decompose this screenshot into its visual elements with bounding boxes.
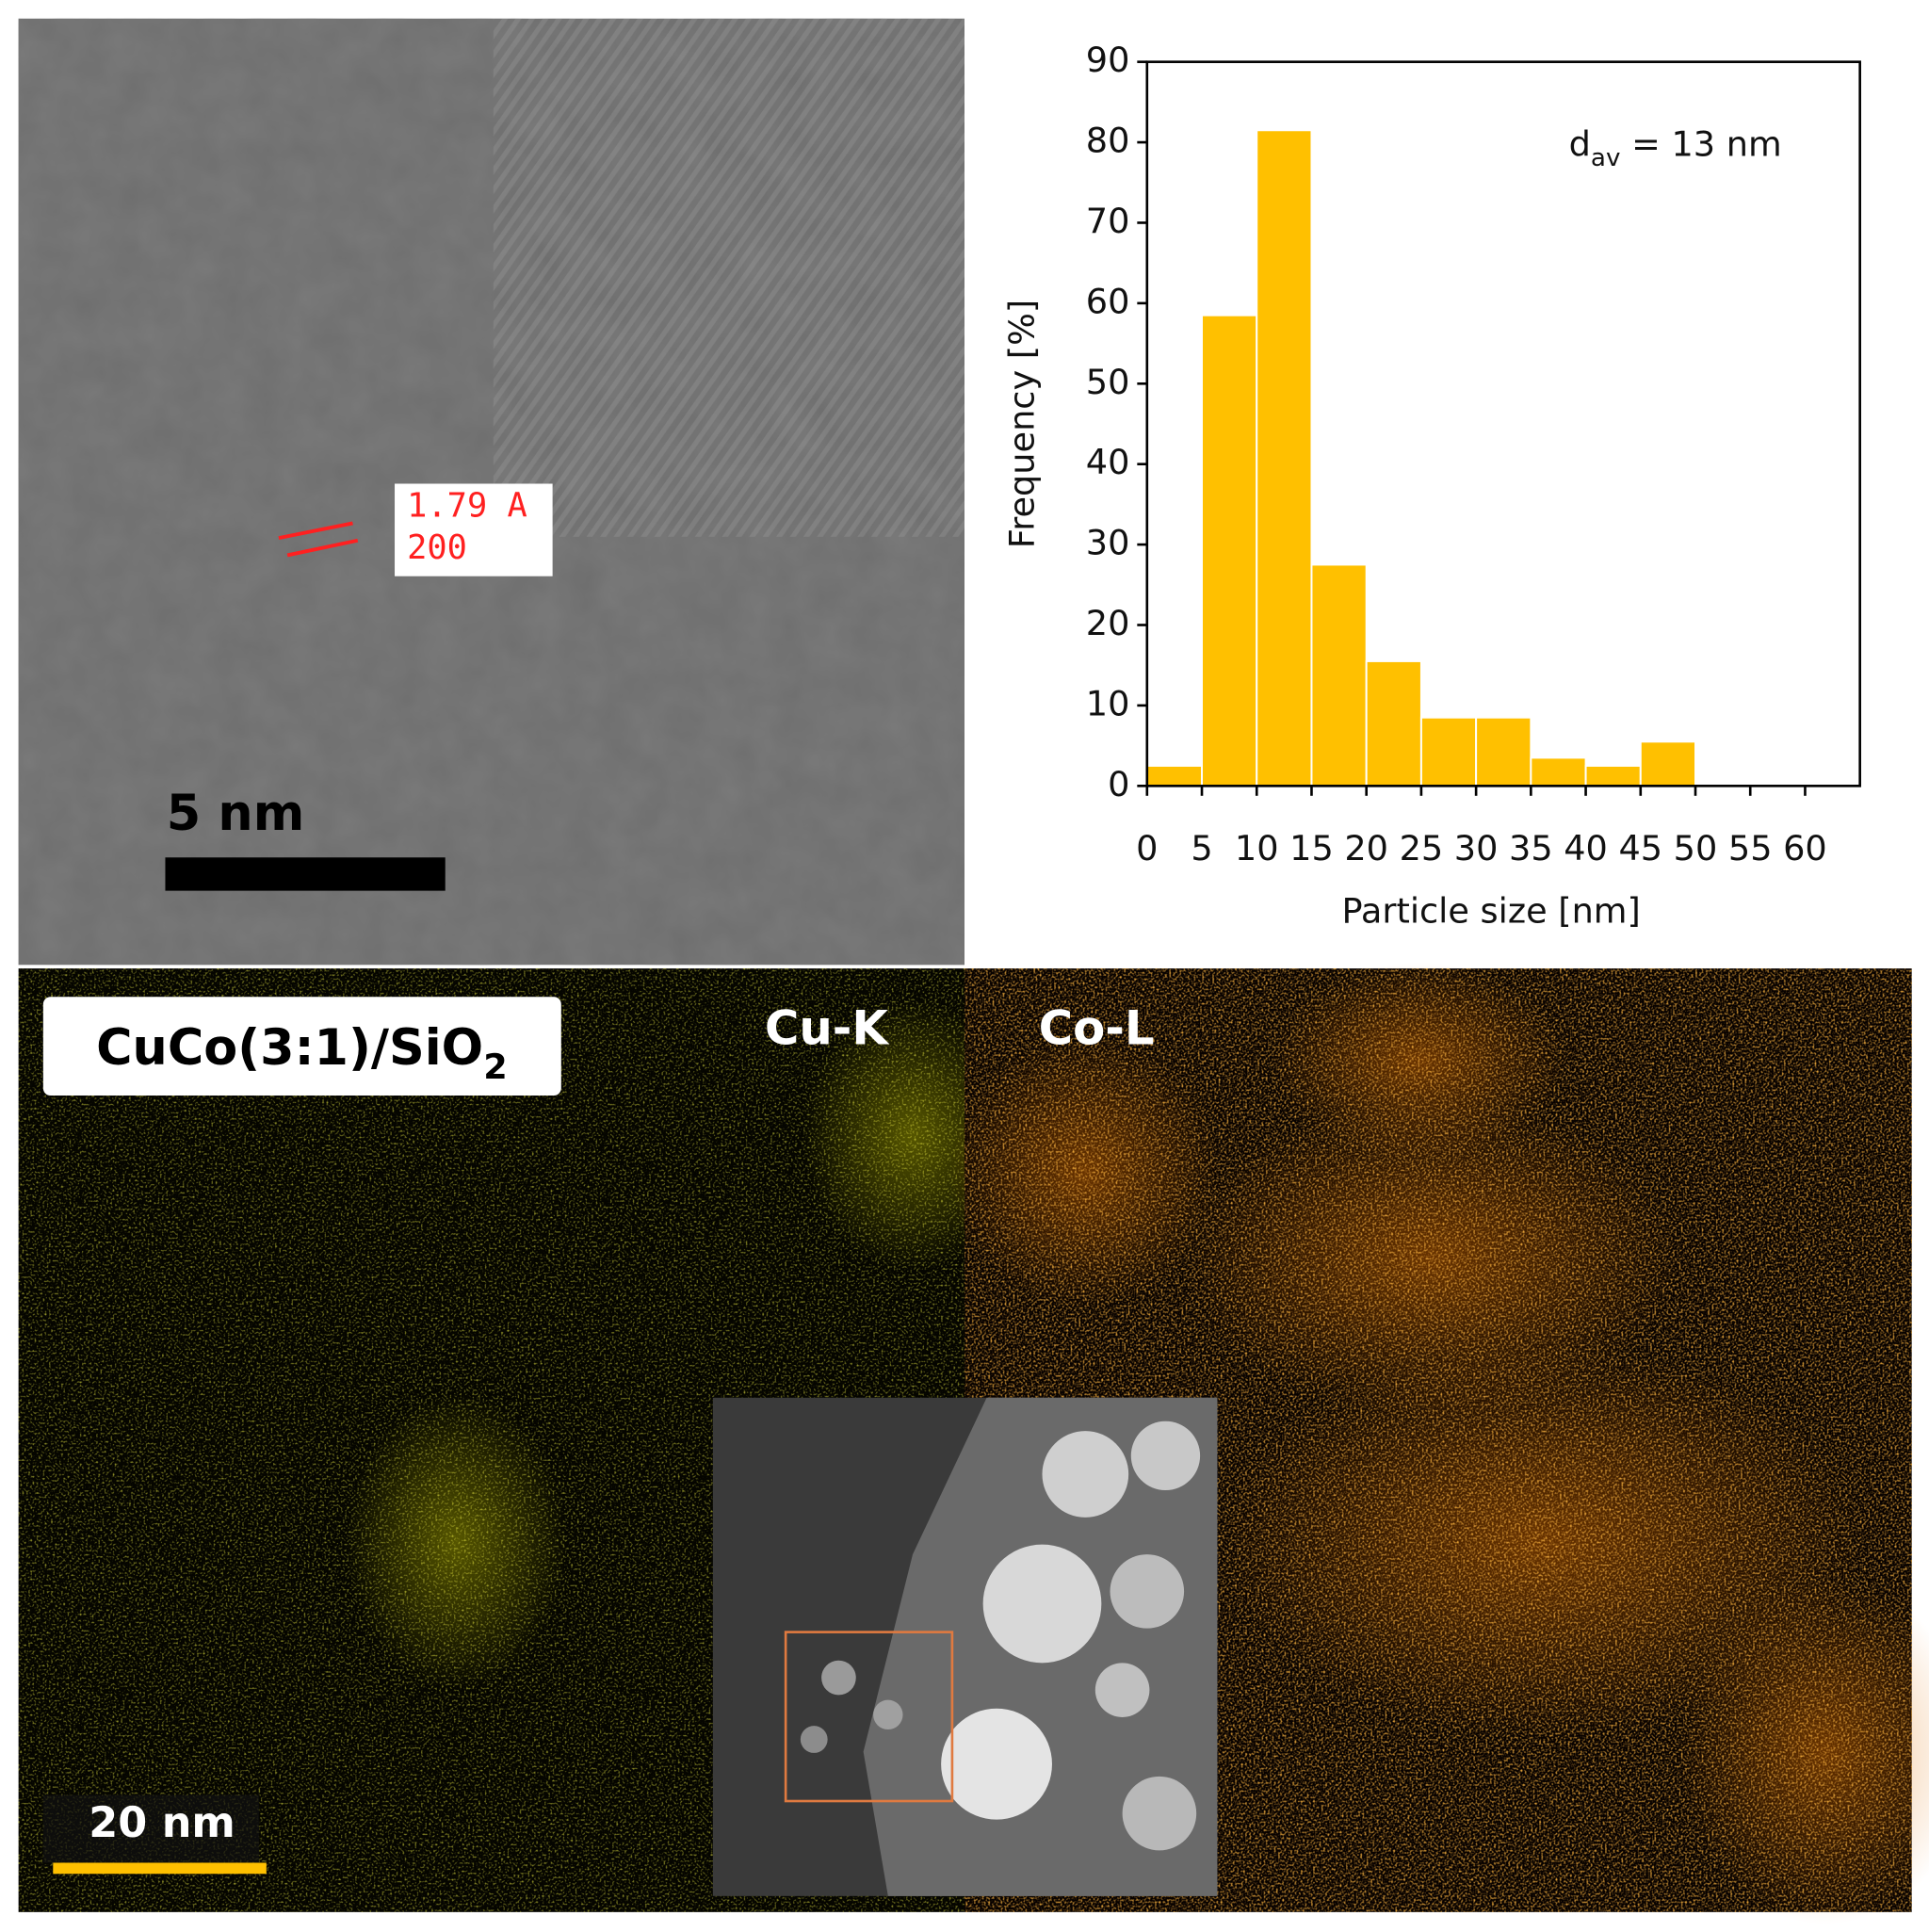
bar (1530, 756, 1587, 787)
inset-particle (941, 1708, 1052, 1820)
annotation: dav = 13 nm (1569, 123, 1782, 171)
annotation-rest: = 13 nm (1620, 123, 1781, 164)
sample-label: CuCo(3:1)/SiO2 (96, 1019, 508, 1087)
y-tick-label: 90 (1086, 40, 1130, 80)
x-tick-label: 0 (1136, 828, 1158, 869)
y-tick-label: 70 (1086, 201, 1130, 241)
y-tick-label: 20 (1086, 603, 1130, 643)
y-tick-label: 10 (1086, 683, 1130, 723)
annotation-main: d (1569, 123, 1591, 164)
scale-bar (165, 857, 446, 891)
inset-particle (1110, 1554, 1185, 1629)
x-tick-label: 20 (1344, 828, 1388, 869)
y-tick-label: 50 (1086, 362, 1130, 402)
haadf-inset (712, 1397, 1218, 1896)
lattice-line (278, 521, 353, 541)
scale-bar-label: 5 nm (167, 785, 305, 842)
inset-particle (1042, 1431, 1129, 1518)
inset-particle (800, 1726, 828, 1753)
x-tick-label: 30 (1454, 828, 1499, 869)
scale-label-box (42, 1794, 259, 1863)
y-tick-label: 30 (1086, 523, 1130, 563)
y-tick-label: 80 (1086, 121, 1130, 161)
lattice-line (286, 538, 359, 558)
x-tick-label: 15 (1289, 828, 1334, 869)
x-tick-label: 60 (1783, 828, 1827, 869)
y-tick-label: 60 (1086, 281, 1130, 321)
inset-particle (1130, 1421, 1201, 1491)
cu-label: Cu-K (765, 1000, 891, 1055)
lattice-spacing: 1.79 A (407, 486, 527, 525)
y-axis-label: Frequency [%] (1001, 300, 1042, 548)
bar (1145, 764, 1204, 787)
tem-image: 1.79 A 200 5 nm (18, 18, 964, 966)
inset-particle (1094, 1663, 1150, 1717)
annotation-sub: av (1591, 143, 1621, 171)
x-tick-label: 45 (1618, 828, 1662, 869)
inset-roi (784, 1631, 954, 1803)
y-tick-label: 40 (1086, 442, 1130, 482)
sample-box (42, 997, 561, 1096)
bar (1475, 716, 1532, 787)
bar (1584, 764, 1642, 787)
label-box (395, 483, 553, 576)
bar (1365, 659, 1422, 787)
tem-fringes (493, 18, 964, 537)
bar (1419, 716, 1478, 787)
scale-bar (53, 1862, 267, 1875)
plot-frame (1145, 60, 1861, 787)
inset-particle (821, 1660, 856, 1696)
sample-main: CuCo(3:1)/SiO (96, 1019, 483, 1077)
scale-bar-label: 20 nm (89, 1799, 235, 1847)
x-tick-label: 35 (1509, 828, 1553, 869)
x-tick-label: 55 (1728, 828, 1773, 869)
x-tick-label: 10 (1235, 828, 1279, 869)
inset-particle (982, 1544, 1102, 1664)
bar (1310, 563, 1368, 787)
bar (1256, 129, 1313, 787)
bar (1201, 314, 1258, 787)
sample-sub: 2 (483, 1047, 508, 1087)
eds-map: CuCo(3:1)/SiO2 Cu-K Co-L 20 nm (18, 962, 1929, 1924)
y-tick-label: 0 (1108, 764, 1129, 804)
x-tick-label: 25 (1400, 828, 1444, 869)
x-tick-label: 50 (1674, 828, 1718, 869)
inset-particle (1122, 1776, 1197, 1851)
x-tick-label: 40 (1564, 828, 1608, 869)
x-axis-label: Particle size [nm] (1341, 891, 1640, 932)
inset-particle (873, 1699, 903, 1730)
lattice-plane: 200 (407, 528, 467, 567)
co-label: Co-L (1039, 1000, 1155, 1055)
x-tick-label: 5 (1191, 828, 1212, 869)
bar (1639, 740, 1696, 787)
